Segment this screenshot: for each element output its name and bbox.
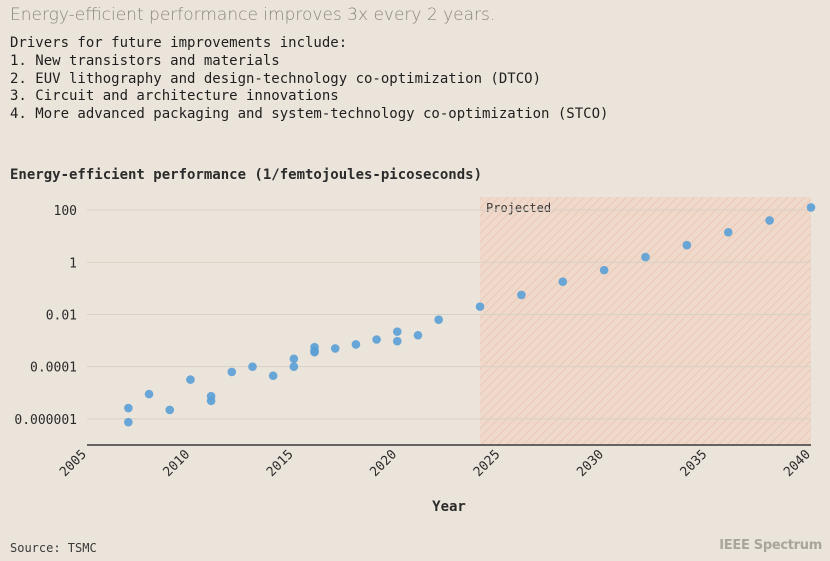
data-point bbox=[765, 216, 774, 225]
driver-item: 2. EUV lithography and design-technology… bbox=[10, 70, 542, 87]
data-point bbox=[558, 277, 568, 287]
data-point bbox=[413, 330, 423, 340]
drivers-intro: Drivers for future improvements include: bbox=[10, 35, 348, 51]
data-point bbox=[206, 396, 216, 406]
y-tick-label: 0.01 bbox=[46, 308, 77, 323]
data-point bbox=[268, 371, 278, 381]
x-tick-label: 2035 bbox=[678, 447, 711, 480]
data-point bbox=[599, 265, 609, 275]
chart-title: Energy-efficient performance (1/femtojou… bbox=[10, 167, 483, 183]
data-point bbox=[517, 290, 526, 300]
data-point bbox=[682, 240, 692, 250]
data-point bbox=[289, 362, 299, 371]
y-tick-label: 0.000001 bbox=[14, 413, 77, 428]
data-point bbox=[392, 327, 402, 336]
data-point bbox=[124, 403, 133, 413]
x-tick-label: 2020 bbox=[367, 447, 400, 480]
data-point bbox=[124, 417, 133, 427]
data-point bbox=[310, 347, 319, 357]
data-point bbox=[248, 362, 257, 371]
headline: Energy-efficient performance improves 3x… bbox=[10, 5, 496, 25]
x-tick-label: 2040 bbox=[781, 447, 814, 480]
source-note: Source: TSMC bbox=[10, 541, 97, 555]
x-axis-title: Year bbox=[432, 499, 466, 515]
data-point bbox=[392, 336, 402, 346]
driver-item: 3. Circuit and architecture innovations bbox=[10, 88, 339, 105]
y-tick-label: 1 bbox=[69, 256, 77, 271]
data-point bbox=[434, 315, 443, 325]
x-tick-label: 2005 bbox=[57, 447, 90, 480]
driver-item: 4. More advanced packaging and system-te… bbox=[10, 106, 609, 123]
data-point bbox=[372, 335, 381, 344]
x-tick-label: 2030 bbox=[574, 447, 607, 480]
data-point bbox=[641, 252, 650, 262]
x-tick-label: 2015 bbox=[264, 447, 297, 480]
data-point bbox=[227, 367, 237, 377]
projected-label: Projected bbox=[486, 201, 551, 215]
data-point bbox=[351, 340, 361, 349]
data-point bbox=[144, 389, 154, 399]
data-point bbox=[186, 375, 195, 384]
x-tick-label: 2025 bbox=[471, 447, 504, 480]
data-point bbox=[330, 344, 340, 353]
data-point bbox=[289, 354, 299, 364]
data-point bbox=[165, 405, 175, 415]
x-tick-label: 2010 bbox=[161, 447, 194, 480]
data-point bbox=[723, 227, 733, 237]
data-point bbox=[806, 203, 816, 212]
brand-logo: IEEE Spectrum bbox=[719, 538, 822, 553]
y-tick-label: 0.0001 bbox=[30, 361, 77, 376]
y-tick-label: 100 bbox=[54, 204, 77, 219]
drivers-list: Drivers for future improvements include:… bbox=[10, 35, 608, 124]
driver-item: 1. New transistors and materials bbox=[10, 52, 280, 69]
data-point bbox=[475, 302, 485, 311]
projected-region bbox=[480, 197, 811, 445]
